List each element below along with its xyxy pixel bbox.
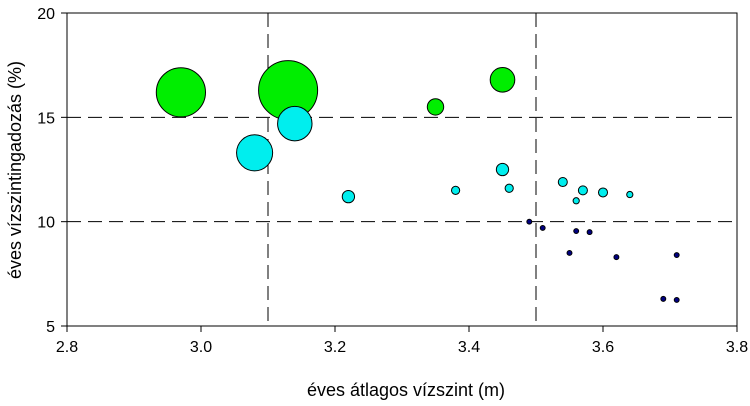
bubble-series-2 xyxy=(495,162,510,177)
bubble-series-2 xyxy=(572,197,580,205)
bubble-series-2 xyxy=(451,185,461,195)
bubble-series-2 xyxy=(236,134,274,172)
bubble-series-2 xyxy=(577,185,588,196)
bubble-series-2 xyxy=(626,190,634,199)
x-axis-label: éves átlagos vízszint (m) xyxy=(307,380,505,400)
bubble-series-3 xyxy=(526,218,533,225)
y-tick-label: 15 xyxy=(37,110,55,127)
x-tick-label: 3.0 xyxy=(190,339,212,356)
y-tick-label: 10 xyxy=(37,215,55,232)
x-tick-label: 3.6 xyxy=(592,339,614,356)
axis-ticks: 2.8 3.0 3.2 3.4 3.6 3.8 5 10 15 20 xyxy=(37,6,748,356)
bubble-series-1 xyxy=(426,98,445,116)
bubble-series-2 xyxy=(341,189,356,204)
plot-area xyxy=(66,12,738,327)
x-tick-label: 2.8 xyxy=(56,339,78,356)
bubble-series-3 xyxy=(566,250,573,256)
x-tick-label: 3.8 xyxy=(726,339,748,356)
bubble-series-3 xyxy=(673,296,680,303)
y-axis-label: éves vízszintingadozás (%) xyxy=(5,61,25,279)
y-tick-label: 20 xyxy=(37,6,55,23)
bubble-series-3 xyxy=(586,229,593,236)
bubble-series-2 xyxy=(277,105,313,142)
bubble-series-3 xyxy=(613,254,620,261)
x-tick-label: 3.4 xyxy=(458,339,480,356)
bubble-series-1 xyxy=(155,67,206,118)
bubble-series-1 xyxy=(489,66,516,93)
y-tick-label: 5 xyxy=(46,319,55,336)
bubble-series-2 xyxy=(597,187,609,198)
x-tick-label: 3.2 xyxy=(324,339,346,356)
bubble-series-3 xyxy=(660,295,667,302)
bubble-series-2 xyxy=(557,177,568,188)
reference-lines xyxy=(67,13,737,326)
bubble-series-3 xyxy=(539,224,546,231)
bubble-series-3 xyxy=(573,228,580,235)
bubbles xyxy=(155,60,680,303)
bubble-series-3 xyxy=(673,252,680,259)
bubble-series-2 xyxy=(504,183,514,193)
